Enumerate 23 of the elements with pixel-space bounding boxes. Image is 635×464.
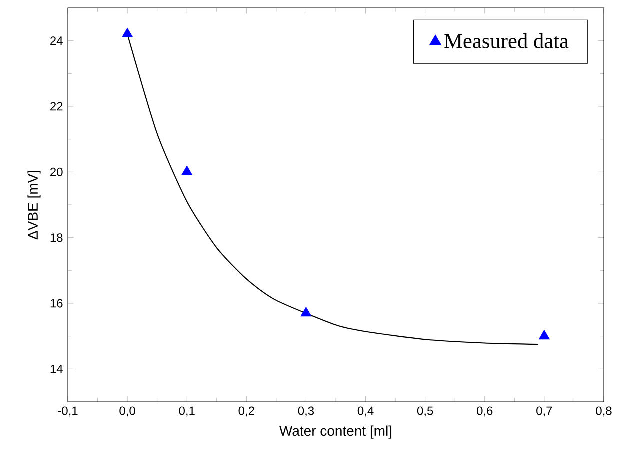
- x-tick-label: 0,7: [536, 406, 552, 417]
- y-tick-label: 22: [50, 102, 63, 111]
- y-tick-label: 20: [50, 168, 63, 176]
- y-tick-label: 18: [50, 234, 63, 242]
- y-tick-label: 14: [50, 365, 63, 374]
- x-tick-label: 0,4: [358, 406, 374, 417]
- point: [538, 330, 550, 340]
- point: [182, 166, 193, 176]
- legend-label: Measured data: [444, 33, 569, 48]
- point: [122, 28, 134, 38]
- x-tick-label: 0,0: [120, 406, 136, 417]
- x-tick-label: 0,1: [179, 406, 195, 417]
- x-tick-label: 0,5: [417, 406, 434, 417]
- x-tick-label: 0,3: [298, 406, 314, 417]
- x-tick-label: -0,1: [58, 406, 78, 417]
- x-tick-label: 0,8: [596, 406, 612, 417]
- y-tick-label: 16: [50, 299, 63, 308]
- point: [300, 307, 312, 317]
- y-tick-label: 24: [50, 36, 63, 46]
- y-axis-title: ΔVBE [mV]: [28, 170, 41, 240]
- x-tick-label: 0,6: [477, 406, 493, 417]
- x-axis-title: Water content [ml]: [280, 426, 392, 439]
- x-tick-label: 0,2: [238, 406, 254, 417]
